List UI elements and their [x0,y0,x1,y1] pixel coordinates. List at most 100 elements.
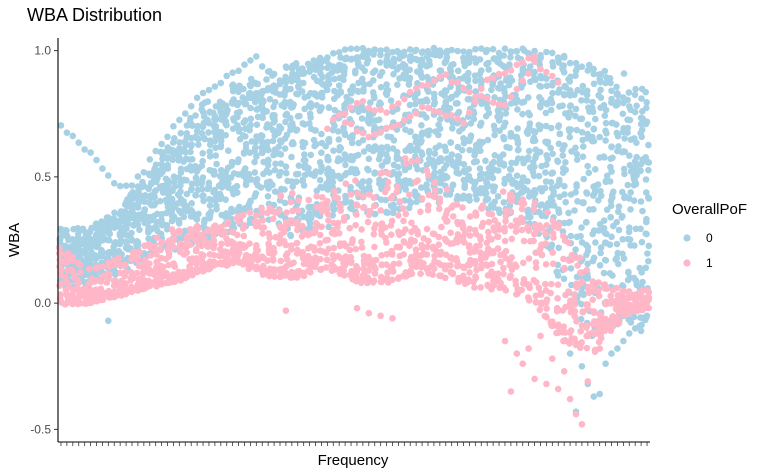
scatter-point-series-0 [519,45,526,52]
scatter-point-series-0 [365,183,373,191]
scatter-point-series-1 [625,288,633,295]
scatter-point-series-1 [284,250,291,257]
scatter-point-series-1 [69,268,77,276]
scatter-point-series-0 [99,248,106,256]
scatter-point-series-1 [269,250,277,257]
scatter-point-series-1 [68,254,75,261]
scatter-point-series-0 [213,160,220,168]
scatter-point-series-0 [472,45,479,53]
scatter-point-series-0 [296,112,303,120]
scatter-point-series-0 [572,144,579,152]
scatter-point-series-1 [157,262,165,270]
scatter-point-series-1 [435,233,443,241]
scatter-point-series-1 [146,242,153,249]
scatter-point-series-1 [105,292,112,300]
scatter-point-series-1 [507,222,515,230]
scatter-point-series-1 [590,308,597,315]
scatter-point-series-1 [371,225,378,232]
scatter-point-series-0 [572,189,579,196]
scatter-point-series-1 [364,218,372,226]
scatter-point-series-0 [565,126,573,133]
scatter-point-series-1 [205,240,212,248]
scatter-point-series-0 [93,224,100,231]
scatter-point-series-0 [625,268,632,276]
scatter-point-series-0 [631,108,639,116]
scatter-point-series-0 [614,345,621,352]
scatter-point-series-0 [341,64,348,72]
scatter-point-series-0 [537,123,545,130]
scatter-point-series-1 [122,288,130,296]
scatter-point-series-0 [335,136,343,143]
scatter-point-series-0 [615,226,623,234]
legend: OverallPoF 0 1 [672,201,747,270]
scatter-point-series-1 [299,222,306,230]
scatter-point-series-0 [553,182,561,190]
scatter-point-series-1 [645,296,652,304]
scatter-point-series-1 [252,223,260,230]
scatter-point-series-0 [500,85,508,92]
scatter-point-series-1 [312,219,320,227]
scatter-point-series-0 [620,255,628,262]
scatter-point-series-1 [288,268,296,276]
scatter-point-series-0 [485,59,492,67]
scatter-point-series-1 [471,248,478,255]
scatter-point-series-0 [613,240,621,248]
scatter-point-series-1 [570,291,578,299]
scatter-point-series-0 [453,91,460,98]
scatter-point-series-1 [638,287,646,295]
scatter-point-series-1 [217,252,224,260]
scatter-point-series-0 [175,220,183,227]
scatter-point-series-0 [187,148,194,156]
scatter-point-series-0 [620,337,627,345]
scatter-point-series-1 [553,307,561,315]
scatter-point-series-0 [615,203,623,210]
scatter-point-series-1 [566,340,573,347]
scatter-point-series-0 [477,185,485,192]
scatter-point-series-1 [525,345,532,352]
scatter-point-series-1 [246,209,254,216]
scatter-point-series-1 [341,242,348,249]
scatter-point-series-0 [478,100,485,107]
scatter-point-series-1 [293,220,301,228]
scatter-point-series-1 [264,209,271,217]
scatter-point-series-1 [525,227,533,234]
scatter-point-series-1 [347,104,355,111]
scatter-point-series-0 [643,218,650,226]
scatter-point-series-0 [193,180,201,187]
scatter-point-series-1 [542,240,550,247]
scatter-point-series-0 [359,44,367,52]
scatter-point-series-0 [182,138,189,145]
scatter-point-series-0 [488,169,495,177]
scatter-point-series-0 [603,130,610,137]
scatter-point-series-1 [488,260,496,268]
scatter-point-series-1 [572,410,580,418]
scatter-point-series-1 [531,199,539,207]
scatter-point-series-1 [399,205,407,212]
scatter-point-series-1 [466,88,473,96]
scatter-point-series-1 [341,272,348,279]
scatter-point-series-1 [62,251,70,258]
scatter-point-series-0 [264,68,272,75]
scatter-point-series-1 [370,202,378,210]
scatter-point-series-1 [388,194,396,201]
scatter-point-series-0 [627,206,634,213]
scatter-point-series-1 [577,328,584,335]
scatter-point-series-0 [632,225,640,233]
scatter-point-series-1 [56,295,64,302]
scatter-point-series-0 [177,165,185,173]
scatter-point-series-0 [506,74,514,81]
scatter-point-series-0 [531,68,538,76]
scatter-point-series-0 [205,86,213,94]
scatter-point-series-1 [223,235,230,242]
scatter-point-series-0 [448,151,456,158]
scatter-point-series-0 [299,79,307,87]
scatter-point-series-1 [502,207,510,215]
scatter-point-series-1 [601,327,609,335]
scatter-point-series-0 [601,112,609,119]
scatter-point-series-1 [358,244,366,251]
scatter-point-series-0 [597,249,604,257]
scatter-point-series-1 [401,95,408,103]
scatter-point-series-0 [183,190,191,198]
scatter-point-series-0 [560,54,568,61]
scatter-point-series-1 [453,254,460,262]
